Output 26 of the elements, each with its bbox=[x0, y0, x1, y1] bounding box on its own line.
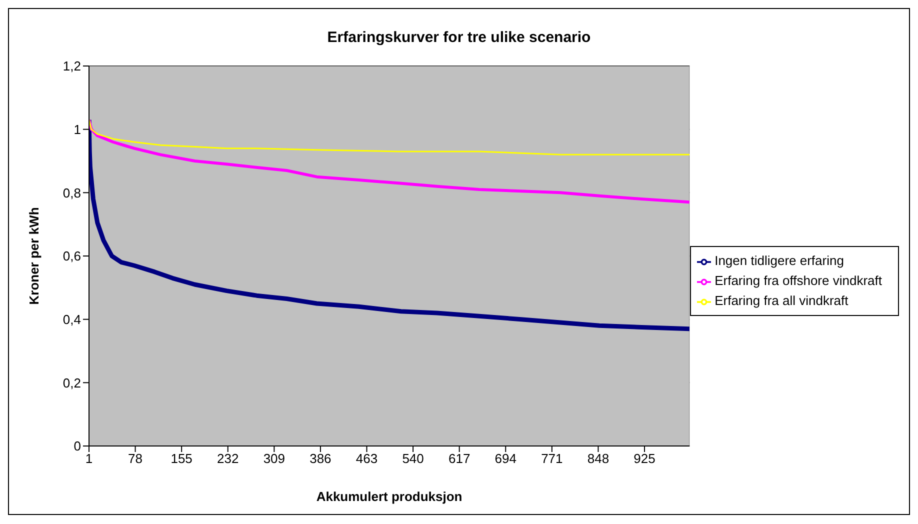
y-tick-label: 1,2 bbox=[62, 58, 81, 74]
y-axis-title: Kroner per kWh bbox=[26, 207, 42, 305]
y-tick-label: 0,8 bbox=[62, 185, 81, 200]
y-tick-label: 1 bbox=[74, 122, 81, 137]
x-tick-label: 155 bbox=[170, 451, 192, 466]
x-tick-label: 1 bbox=[85, 451, 93, 466]
x-axis-title: Akkumulert produksjon bbox=[316, 489, 462, 504]
x-tick-label: 463 bbox=[356, 451, 378, 466]
y-tick-label: 0,4 bbox=[62, 312, 81, 327]
x-tick-label: 925 bbox=[634, 451, 656, 466]
x-tick-label: 309 bbox=[263, 451, 286, 466]
x-tick-label: 771 bbox=[541, 451, 563, 466]
x-tick-label: 232 bbox=[217, 451, 239, 466]
x-tick-label: 540 bbox=[402, 451, 424, 466]
legend-label: Erfaring fra offshore vindkraft bbox=[714, 273, 882, 288]
legend-label: Erfaring fra all vindkraft bbox=[714, 293, 848, 308]
x-tick-label: 848 bbox=[587, 451, 610, 466]
y-tick-label: 0 bbox=[74, 438, 81, 454]
y-tick-label: 0,2 bbox=[62, 375, 81, 390]
x-tick-label: 694 bbox=[494, 451, 516, 466]
x-tick-label: 78 bbox=[128, 451, 143, 466]
y-tick-label: 0,6 bbox=[62, 248, 81, 264]
chart-title: Erfaringskurver for tre ulike scenario bbox=[326, 29, 592, 46]
legend-label: Ingen tidligere erfaring bbox=[714, 253, 844, 268]
x-tick-label: 617 bbox=[448, 451, 470, 466]
x-tick-label: 386 bbox=[310, 451, 332, 466]
